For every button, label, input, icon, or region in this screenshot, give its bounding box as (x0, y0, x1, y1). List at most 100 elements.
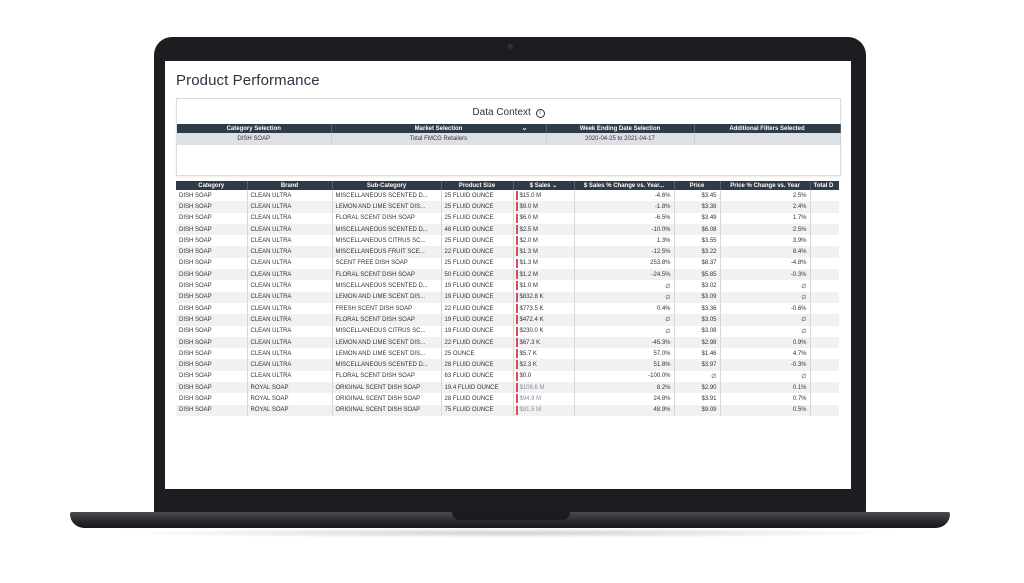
cell-price: $3.36 (674, 302, 721, 315)
laptop-hinge-notch (452, 512, 570, 520)
column-header-brand[interactable]: Brand (247, 181, 333, 190)
cell-price-change: 0.5% (720, 404, 811, 416)
cell-brand: CLEAN ULTRA (247, 302, 333, 315)
cell-category: DISH SOAP (176, 257, 248, 270)
cell-price: $3.91 (674, 393, 721, 405)
column-header-sub-category[interactable]: Sub-Category (332, 181, 442, 190)
cell-brand: CLEAN ULTRA (247, 280, 333, 292)
table-row[interactable]: DISH SOAP CLEAN ULTRA MISCELLANEOUS SCENTE… (176, 280, 839, 292)
cell-sales-value: $6.0 M (519, 215, 538, 222)
cell-product-size: 22 FLUID OUNCE (441, 302, 514, 315)
cell-sales-value: $108.6 M (519, 384, 545, 391)
context-header-market-label: Market Selection (414, 125, 463, 132)
cell-price-change: 2.5% (720, 190, 811, 202)
chevron-down-icon[interactable]: ⌄ (521, 125, 528, 132)
table-row[interactable]: DISH SOAP CLEAN ULTRA MISCELLANEOUS FRUIT … (176, 246, 839, 258)
sales-bar-indicator (515, 247, 518, 257)
cell-brand: CLEAN ULTRA (247, 291, 333, 303)
cell-total-d (810, 190, 839, 202)
cell-product-size: 25 FLUID OUNCE (441, 190, 514, 202)
cell-sales-value: $832.8 K (519, 294, 544, 301)
cell-sales-change: -1.8% (574, 201, 675, 213)
cell-sub-category: FLORAL SCENT DISH SOAP (332, 212, 442, 224)
cell-product-size: 25 FLUID OUNCE (441, 201, 514, 213)
table-row[interactable]: DISH SOAP ROYAL SOAP ORIGINAL SCENT DISH S… (176, 393, 839, 405)
column-header-product-size[interactable]: Product Size (441, 181, 514, 190)
cell-sales-value: $230.0 K (519, 328, 544, 335)
table-row[interactable]: DISH SOAP CLEAN ULTRA MISCELLANEOUS CITRUS… (176, 325, 839, 337)
cell-category: DISH SOAP (176, 212, 248, 224)
sort-descending-icon[interactable]: ⌄ (552, 183, 558, 189)
cell-product-size: 48 FLUID OUNCE (441, 223, 514, 236)
cell-category: DISH SOAP (176, 370, 248, 383)
cell-sales-value: $1.0 M (519, 283, 538, 290)
cell-sales-change: 253.8% (574, 257, 675, 270)
cell-category: DISH SOAP (176, 223, 248, 236)
table-row[interactable]: DISH SOAP CLEAN ULTRA MISCELLANEOUS SCENTE… (176, 190, 839, 202)
info-icon[interactable]: i (535, 109, 545, 118)
column-header-sales[interactable]: $ Sales ⌄ (513, 181, 575, 190)
column-header-total-d[interactable]: Total D (810, 181, 839, 190)
cell-price: $3.05 (674, 314, 721, 326)
cell-sales: $2.3 K (513, 359, 575, 371)
table-row[interactable]: DISH SOAP CLEAN ULTRA FLORAL SCENT DISH SO… (176, 370, 839, 383)
cell-category: DISH SOAP (176, 348, 248, 360)
product-performance-table-container[interactable]: Category Brand Sub-Category Product Size… (176, 181, 839, 421)
table-row[interactable]: DISH SOAP CLEAN ULTRA LEMON AND LIME SCENT… (176, 291, 839, 303)
table-row[interactable]: DISH SOAP CLEAN ULTRA MISCELLANEOUS CITRUS… (176, 235, 839, 247)
cell-sales-value: $773.5 K (519, 305, 544, 312)
cell-total-d (810, 257, 839, 270)
cell-sales-change: 57.0% (574, 348, 675, 360)
cell-price-change: 1.7% (720, 212, 811, 224)
table-row[interactable]: DISH SOAP CLEAN ULTRA MISCELLANEOUS SCENTE… (176, 359, 839, 371)
column-header-price[interactable]: Price (674, 181, 721, 190)
cell-sales-value: $81.5 M (519, 407, 542, 414)
table-row[interactable]: DISH SOAP CLEAN ULTRA LEMON AND LIME SCENT… (176, 336, 839, 349)
cell-sales: $230.0 K (513, 325, 575, 337)
column-header-category[interactable]: Category (176, 181, 248, 190)
cell-sales: $1.0 M (513, 280, 575, 292)
cell-brand: CLEAN ULTRA (247, 359, 333, 371)
column-header-price-change[interactable]: Price % Change vs. Year (720, 181, 811, 190)
cell-product-size: 63 FLUID OUNCE (441, 370, 514, 383)
table-row[interactable]: DISH SOAP CLEAN ULTRA LEMON AND LIME SCENT… (176, 348, 839, 360)
cell-sales-change: 1.3% (574, 235, 675, 247)
cell-brand: ROYAL SOAP (247, 382, 333, 394)
cell-category: DISH SOAP (176, 382, 248, 394)
table-row[interactable]: DISH SOAP CLEAN ULTRA FRESH SCENT DISH SOA… (176, 302, 839, 315)
sales-bar-indicator (515, 383, 518, 393)
cell-category: DISH SOAP (176, 246, 248, 258)
cell-sales-value: $1.2 M (519, 271, 538, 278)
context-value-week-ending: 2020-04-25 to 2021-04-17 (546, 133, 695, 145)
cell-product-size: 19 FLUID OUNCE (441, 280, 514, 292)
cell-total-d (810, 246, 839, 258)
cell-product-size: 25 FLUID OUNCE (441, 212, 514, 224)
table-row[interactable]: DISH SOAP CLEAN ULTRA SCENT FREE DISH SOAP… (176, 257, 839, 270)
cell-product-size: 50 FLUID OUNCE (441, 269, 514, 281)
context-header-market[interactable]: Market Selection ⌄ (331, 124, 547, 133)
cell-product-size: 25 OUNCE (441, 348, 514, 360)
cell-price: ∅ (674, 370, 721, 383)
cell-total-d (810, 336, 839, 349)
cell-brand: ROYAL SOAP (247, 393, 333, 405)
table-row[interactable]: DISH SOAP CLEAN ULTRA FLORAL SCENT DISH SO… (176, 314, 839, 326)
cell-price-change: -0.3% (720, 359, 811, 371)
table-row[interactable]: DISH SOAP CLEAN ULTRA FLORAL SCENT DISH SO… (176, 269, 839, 281)
cell-sales-change: 24.8% (574, 393, 675, 405)
laptop-base (70, 512, 950, 528)
table-row[interactable]: DISH SOAP CLEAN ULTRA MISCELLANEOUS SCENTE… (176, 223, 839, 236)
cell-total-d (810, 348, 839, 360)
context-header-additional-filters: Additional Filters Selected (694, 124, 841, 133)
cell-sales-value: $2.0 M (519, 237, 538, 244)
table-row[interactable]: DISH SOAP CLEAN ULTRA LEMON AND LIME SCENT… (176, 201, 839, 213)
table-row[interactable]: DISH SOAP CLEAN ULTRA FLORAL SCENT DISH SO… (176, 212, 839, 224)
column-header-sales-change[interactable]: $ Sales % Change vs. Year... (574, 181, 675, 190)
table-row[interactable]: DISH SOAP ROYAL SOAP ORIGINAL SCENT DISH S… (176, 382, 839, 394)
cell-sales: $5.7 K (513, 348, 575, 360)
cell-brand: CLEAN ULTRA (247, 235, 333, 247)
cell-sub-category: ORIGINAL SCENT DISH SOAP (332, 404, 442, 416)
cell-sub-category: FLORAL SCENT DISH SOAP (332, 269, 442, 281)
table-row[interactable]: DISH SOAP ROYAL SOAP ORIGINAL SCENT DISH S… (176, 404, 839, 416)
data-context-card: Data Context i Category Selection Market… (176, 98, 841, 176)
cell-total-d (810, 314, 839, 326)
